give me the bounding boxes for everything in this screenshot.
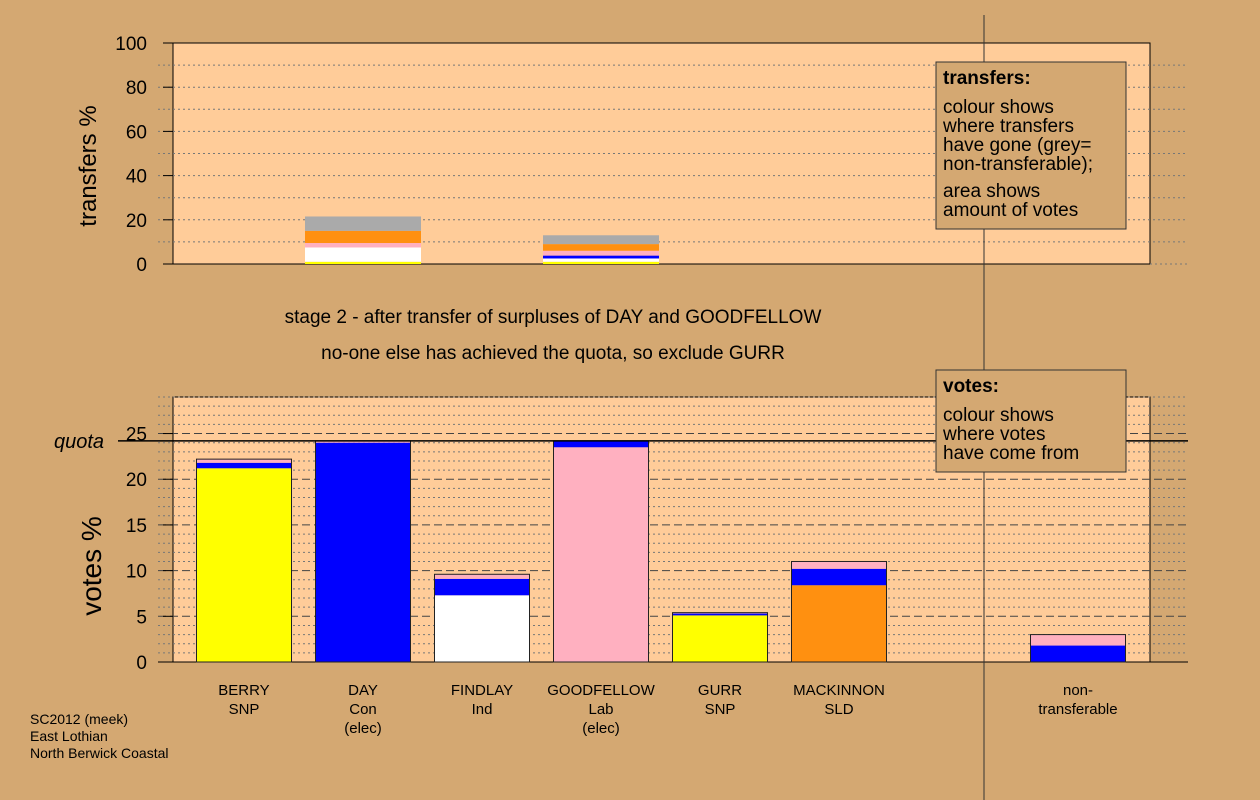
transfer-bar-segment — [305, 230, 421, 244]
vote-bar-segment — [315, 442, 411, 662]
votes-y-tick-label: 15 — [126, 516, 147, 537]
vote-bar-segment — [672, 613, 768, 616]
votes-legend-line: colour shows — [943, 405, 1054, 426]
votes-x-labels: BERRY SNP DAY Con (elec) FINDLAY Ind GOODFELLOW… — [218, 682, 1117, 737]
vote-bar-outline — [1030, 634, 1126, 663]
candidate-label: SNP — [229, 701, 260, 718]
votes-legend-box — [935, 369, 1127, 473]
vote-bar-segment — [1030, 645, 1126, 662]
transfers-legend-box — [935, 61, 1127, 230]
transfers-y-label: transfers % — [75, 105, 102, 226]
votes-y-label: votes % — [76, 516, 107, 616]
transfers-bars — [305, 216, 659, 264]
vote-bar-segment — [791, 568, 887, 586]
vote-bar-segment — [196, 468, 292, 662]
vote-bar-segment — [434, 578, 530, 596]
vote-bar-segment — [791, 585, 887, 662]
vote-bar-outline — [672, 612, 768, 663]
transfers-legend-line: amount of votes — [943, 200, 1078, 221]
footer-council: East Lothian — [30, 728, 108, 744]
vote-bar-segment — [553, 447, 649, 662]
votes-bars — [196, 440, 1126, 663]
transfers-legend-line: colour shows — [943, 97, 1054, 118]
transfers-legend-line: non-transferable); — [943, 154, 1093, 175]
vote-bar-outline — [434, 573, 530, 663]
votes-legend-line: where votes — [942, 424, 1045, 445]
vote-bar-segment — [672, 615, 768, 662]
transfers-y-tick-label: 80 — [126, 78, 147, 99]
candidate-label: non- — [1063, 682, 1093, 699]
quota-label: quota — [54, 431, 104, 453]
transfer-bar-segment — [305, 247, 421, 262]
candidate-label: Con — [349, 701, 377, 718]
stage-explanation: no-one else has achieved the quota, so e… — [321, 343, 785, 364]
transfer-bar-segment — [305, 243, 421, 248]
candidate-label: Ind — [472, 701, 493, 718]
candidate-label: MACKINNON — [793, 682, 885, 699]
vote-bar-segment — [315, 440, 411, 443]
candidate-label: transferable — [1038, 701, 1117, 718]
vote-bar-segment — [1030, 634, 1126, 646]
transfers-y-tick-label: 60 — [126, 122, 147, 143]
candidate-label: SLD — [824, 701, 853, 718]
vote-bar-segment — [434, 574, 530, 579]
transfers-y-tick-label: 20 — [126, 211, 147, 232]
votes-legend-title: votes: — [943, 376, 999, 397]
footer-ward: North Berwick Coastal — [30, 745, 169, 761]
vote-bar-segment — [791, 561, 887, 569]
votes-chart: 0 5 10 15 20 25 BERRY SNP DAY Con (elec) FINDLAY In… — [54, 396, 1188, 737]
votes-legend: votes: colour shows where votes have com… — [935, 369, 1127, 473]
candidate-label: GURR — [698, 682, 742, 699]
transfer-bar-segment — [543, 235, 659, 245]
transfers-legend-title: transfers: — [943, 68, 1031, 89]
candidate-label: DAY — [348, 682, 378, 699]
candidate-label: (elec) — [344, 720, 382, 737]
transfer-bar-segment — [543, 261, 659, 264]
votes-y-tick-label: 10 — [126, 562, 147, 583]
transfers-legend: transfers: colour shows where transfers … — [935, 61, 1127, 230]
transfer-bar-segment — [543, 258, 659, 262]
vote-bar-segment — [434, 595, 530, 662]
vote-bar-segment — [553, 440, 649, 448]
candidate-label: GOODFELLOW — [547, 682, 655, 699]
candidate-label: (elec) — [582, 720, 620, 737]
candidate-label: FINDLAY — [451, 682, 513, 699]
transfers-legend-line: have gone (grey= — [943, 135, 1091, 156]
votes-y-tick-label: 20 — [126, 470, 147, 491]
votes-y-tick-label: 5 — [136, 607, 147, 628]
transfer-bar-segment — [305, 261, 421, 264]
vote-bar-segment — [196, 462, 292, 469]
votes-y-tick-label: 25 — [126, 425, 147, 446]
footer-source: SC2012 (meek) — [30, 711, 128, 727]
transfer-bar-segment — [543, 244, 659, 251]
stage-subtitle: stage 2 - after transfer of surpluses of… — [285, 307, 822, 328]
votes-y-axis: 0 5 10 15 20 25 — [126, 425, 173, 674]
transfer-bar-segment — [543, 250, 659, 256]
vote-bar-outline — [196, 458, 292, 663]
transfers-y-axis: 0 20 40 60 80 100 — [115, 34, 173, 276]
votes-legend-line: have come from — [943, 443, 1079, 464]
candidate-label: Lab — [588, 701, 613, 718]
candidate-label: BERRY — [218, 682, 269, 699]
transfers-y-tick-label: 40 — [126, 167, 147, 188]
transfers-legend-line: where transfers — [942, 116, 1074, 137]
transfers-y-tick-label: 100 — [115, 34, 147, 55]
vote-bar-outline — [791, 560, 887, 663]
vote-bar-segment — [196, 459, 292, 463]
transfers-y-tick-label: 0 — [136, 255, 147, 276]
candidate-label: SNP — [705, 701, 736, 718]
transfer-bar-segment — [543, 255, 659, 259]
transfer-bar-segment — [305, 216, 421, 231]
transfers-legend-line: area shows — [943, 181, 1040, 202]
votes-y-tick-label: 0 — [136, 653, 147, 674]
